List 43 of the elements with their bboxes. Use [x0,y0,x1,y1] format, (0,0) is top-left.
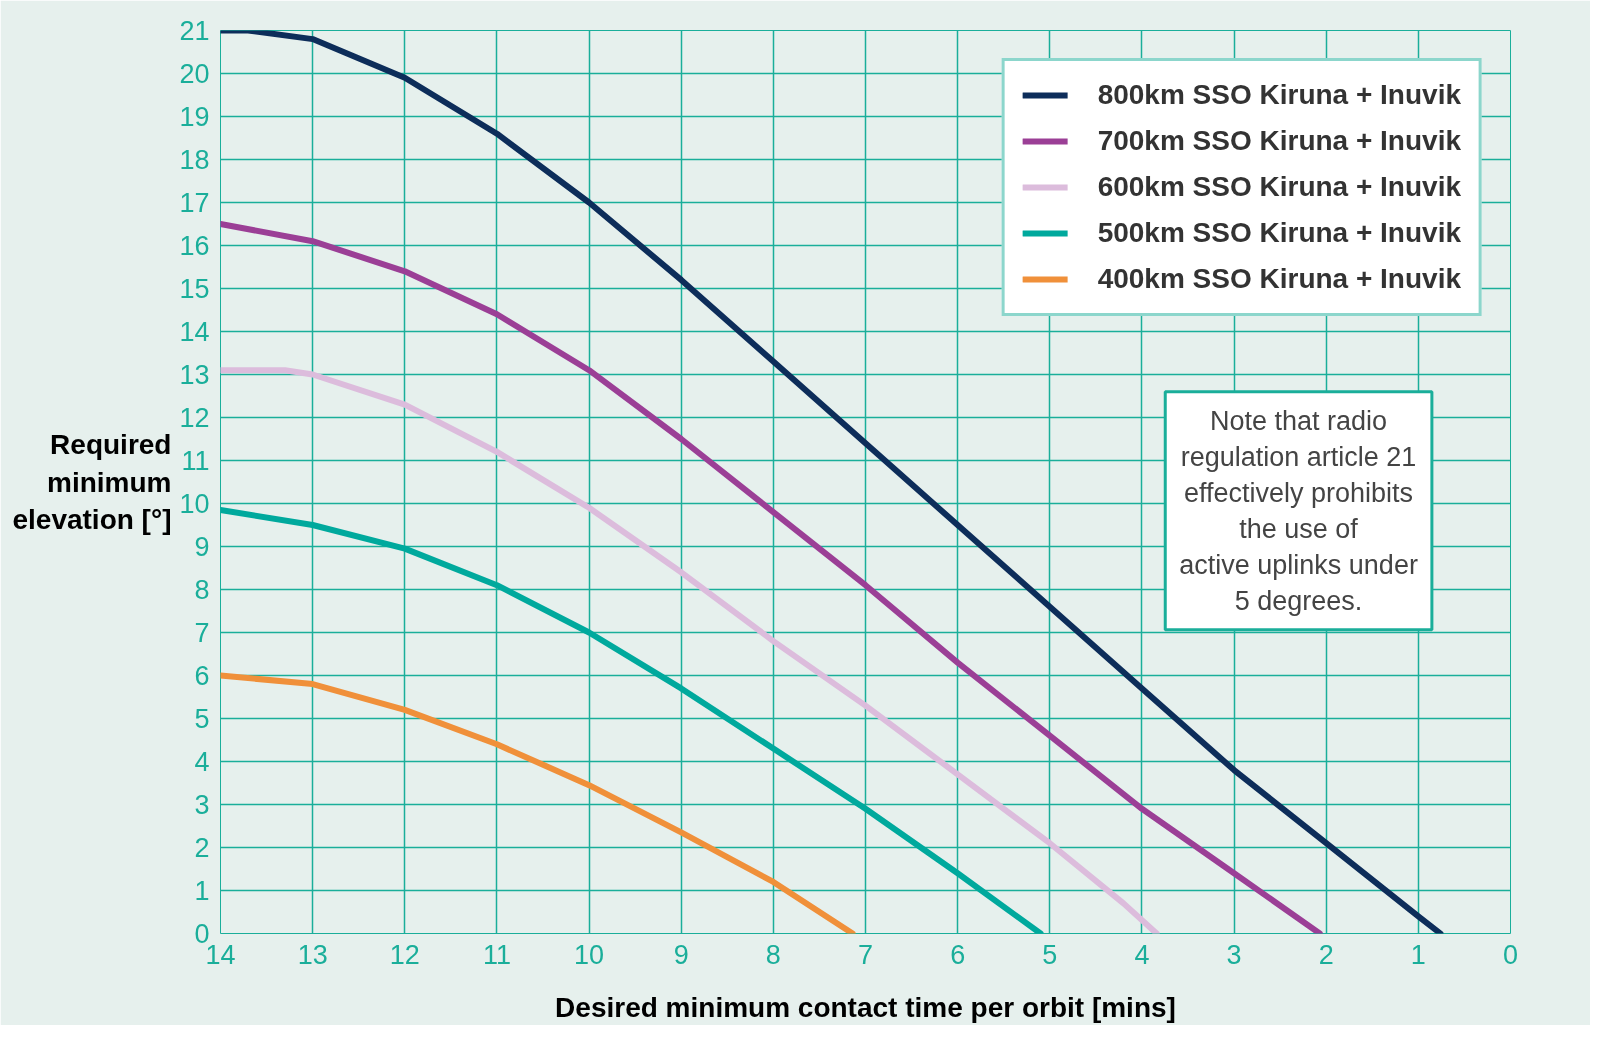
x-tick-label: 7 [857,939,874,970]
x-axis-title: Desired minimum contact time per orbit [mins] [555,991,1176,1023]
annotation: Note that radio regulation article 21 effectively prohibits the use of active uplinks under 5 degrees. [1179,405,1418,616]
x-tick-label: 6 [950,939,966,970]
y-tick-label: 6 [194,661,210,691]
y-tick-label: 10 [179,489,210,519]
y-tick-label: 3 [194,790,210,820]
y-tick-label: 11 [181,446,210,476]
y-tick-label: 15 [179,274,210,304]
x-tick-label: 5 [1042,939,1058,970]
x-tick-label: 4 [1134,939,1150,970]
legend-label: 400km SSO Kiruna + Inuvik [1097,263,1461,295]
x-tick-label: 13 [297,939,328,970]
y-tick-label: 21 [179,16,210,46]
y-tick-label: 2 [194,833,210,863]
y-tick-label: 9 [194,532,210,562]
y-tick-label: 13 [179,360,210,390]
y-tick-label: 14 [179,317,210,347]
legend-label: 800km SSO Kiruna + Inuvik [1097,79,1461,111]
y-tick-label: 19 [179,102,210,132]
y-tick-label: 17 [179,188,210,218]
x-tick-label: 8 [765,939,781,970]
y-tick-label: 16 [179,231,210,261]
y-tick-label: 20 [179,59,210,89]
x-tick-label: 0 [1502,939,1519,970]
legend-label: 600km SSO Kiruna + Inuvik [1097,171,1461,203]
y-tick-label: 12 [179,403,210,433]
x-tick-label: 2 [1318,939,1334,970]
y-tick-label: 18 [179,145,210,175]
y-tick-label: 1 [194,876,210,906]
x-tick-label: 11 [482,939,511,970]
legend-label: 500km SSO Kiruna + Inuvik [1097,217,1461,249]
y-tick-label: 4 [194,747,210,777]
x-tick-label: 9 [673,939,689,970]
x-tick-label: 10 [574,939,605,970]
y-axis-title: Required minimum elevation [°] [12,429,172,535]
x-tick-label: 12 [389,939,420,970]
y-tick-label: 8 [194,575,210,605]
y-tick-label: 5 [194,704,210,734]
x-tick-label: 1 [1410,939,1426,970]
legend-label: 700km SSO Kiruna + Inuvik [1097,125,1461,157]
y-tick-label: 7 [194,618,210,648]
x-tick-label: 3 [1226,939,1242,970]
